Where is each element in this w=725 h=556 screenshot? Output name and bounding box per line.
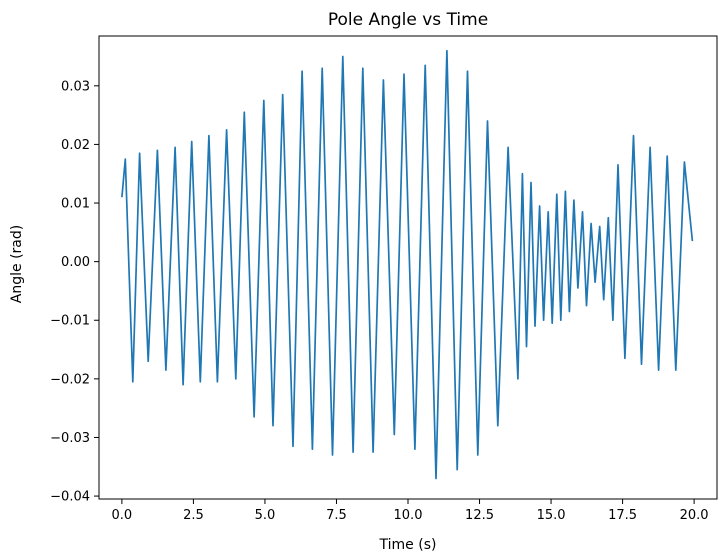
x-tick-label: 20.0: [680, 508, 709, 523]
y-axis-ticks: −0.04 −0.03 −0.02 −0.01 0.00 0.01 0.02 0.03: [50, 79, 99, 505]
y-tick-label: −0.02: [50, 372, 90, 387]
x-tick-label: 10.0: [394, 508, 423, 523]
chart-title: Pole Angle vs Time: [328, 10, 488, 30]
y-tick-label: 0.03: [61, 79, 90, 94]
y-tick-label: −0.04: [50, 490, 90, 505]
x-tick-label: 17.5: [608, 508, 637, 523]
x-tick-label: 2.5: [183, 508, 204, 523]
x-tick-label: 7.5: [326, 508, 347, 523]
y-tick-label: −0.01: [50, 314, 90, 329]
x-tick-label: 0.0: [112, 508, 133, 523]
x-axis-ticks: 0.0 2.5 5.0 7.5 10.0 12.5 15.0 17.5 20.0: [112, 499, 709, 523]
series-line: [121, 49, 694, 480]
y-axis-label: Angle (rad): [9, 225, 25, 303]
plot-area: [121, 49, 694, 480]
y-tick-label: −0.03: [50, 431, 90, 446]
y-tick-label: 0.02: [61, 138, 90, 153]
y-tick-label: 0.01: [61, 197, 90, 212]
x-tick-label: 15.0: [537, 508, 566, 523]
axes-frame: [98, 35, 718, 500]
x-axis-label: Time (s): [379, 537, 437, 553]
y-tick-label: 0.00: [61, 255, 90, 270]
x-tick-label: 12.5: [465, 508, 494, 523]
x-tick-label: 5.0: [255, 508, 276, 523]
